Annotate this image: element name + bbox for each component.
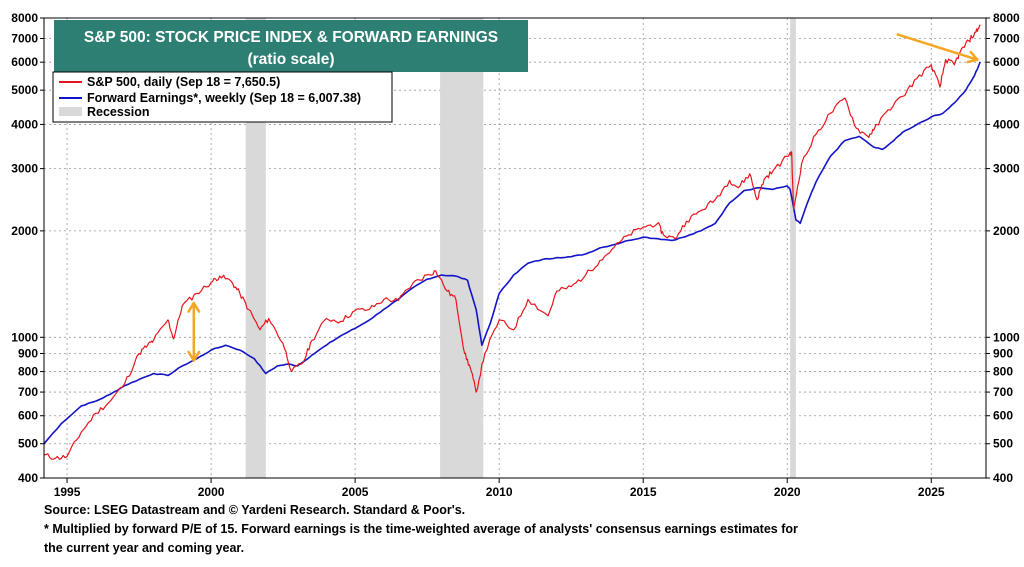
x-tick-label: 1995 <box>54 485 81 499</box>
chart-subtitle: (ratio scale) <box>247 51 334 68</box>
y-tick-label-right: 2000 <box>993 224 1020 238</box>
x-tick-label: 2000 <box>198 485 225 499</box>
footnote-note-line2: the current year and coming year. <box>44 541 245 555</box>
recession-band <box>790 18 796 478</box>
y-tick-label-right: 1000 <box>993 330 1020 344</box>
plot-frame <box>43 17 987 479</box>
y-tick-label-left: 5000 <box>11 83 38 97</box>
y-tick-label-left: 500 <box>18 437 38 451</box>
footnote-source: Source: LSEG Datastream and © Yardeni Re… <box>44 503 466 517</box>
x-tick-label: 2025 <box>918 485 945 499</box>
y-tick-label-right: 7000 <box>993 32 1020 46</box>
x-tick-label: 2015 <box>630 485 657 499</box>
series-lines <box>43 24 981 460</box>
y-tick-label-right: 600 <box>993 409 1013 423</box>
recession-bands <box>245 18 796 478</box>
title-background <box>54 20 528 72</box>
x-axis: 1995 2000 2005 2010 2015 2020 2025 <box>54 478 945 499</box>
y-tick-label-right: 700 <box>993 385 1013 399</box>
y-tick-label-left: 400 <box>18 471 38 485</box>
y-tick-label-left: 1000 <box>11 330 38 344</box>
legend-label-recession: Recession <box>87 105 150 119</box>
y-axis-left: 400 500 600 700 800 900 1000 2000 3000 4000 5000 60… <box>11 11 44 485</box>
y-tick-label-left: 4000 <box>11 117 38 131</box>
recession-band <box>245 18 266 478</box>
y-tick-label-right: 400 <box>993 471 1013 485</box>
legend: S&P 500, daily (Sep 18 = 7,650.5) Forwar… <box>52 71 393 123</box>
y-tick-label-right: 6000 <box>993 55 1020 69</box>
y-tick-label-left: 2000 <box>11 224 38 238</box>
legend-swatch-recession <box>59 107 82 116</box>
chart: 1995 2000 2005 2010 2015 2020 2025 400 500 600 70… <box>11 11 1020 499</box>
y-tick-label-left: 8000 <box>11 11 38 25</box>
y-tick-label-right: 3000 <box>993 162 1020 176</box>
y-tick-label-left: 900 <box>18 346 38 360</box>
legend-box <box>52 71 393 123</box>
y-tick-label-left: 3000 <box>11 162 38 176</box>
x-tick-label: 2010 <box>486 485 513 499</box>
x-tick-label: 2005 <box>342 485 369 499</box>
series-line-sp500 <box>43 24 981 460</box>
arrow-head <box>966 50 979 64</box>
y-tick-label-left: 700 <box>18 385 38 399</box>
y-tick-label-left: 7000 <box>11 32 38 46</box>
x-tick-label: 2020 <box>774 485 801 499</box>
arrow-shaft <box>896 32 978 61</box>
double-arrow-head-top <box>187 301 201 313</box>
y-axis-right: 400 500 600 700 800 900 1000 2000 3000 4000 5000 60… <box>986 11 1020 485</box>
double-arrow-head-bottom <box>187 350 201 362</box>
recession-band <box>440 18 484 478</box>
annotations <box>187 32 979 362</box>
y-tick-label-right: 900 <box>993 346 1013 360</box>
y-tick-label-left: 6000 <box>11 55 38 69</box>
y-tick-label-right: 4000 <box>993 117 1020 131</box>
title-box: S&P 500: STOCK PRICE INDEX & FORWARD EAR… <box>54 20 528 72</box>
legend-label-sp500: S&P 500, daily (Sep 18 = 7,650.5) <box>87 75 280 89</box>
series-line-forward-earnings <box>43 61 981 445</box>
y-tick-label-right: 500 <box>993 437 1013 451</box>
y-tick-label-right: 8000 <box>993 11 1020 25</box>
chart-title: S&P 500: STOCK PRICE INDEX & FORWARD EAR… <box>84 29 498 46</box>
legend-label-forward-earnings: Forward Earnings*, weekly (Sep 18 = 6,00… <box>87 91 361 105</box>
y-tick-label-left: 800 <box>18 365 38 379</box>
footnote-note-line1: * Multiplied by forward P/E of 15. Forwa… <box>44 522 798 536</box>
y-tick-label-right: 5000 <box>993 83 1020 97</box>
y-tick-label-right: 800 <box>993 365 1013 379</box>
y-tick-label-left: 600 <box>18 409 38 423</box>
